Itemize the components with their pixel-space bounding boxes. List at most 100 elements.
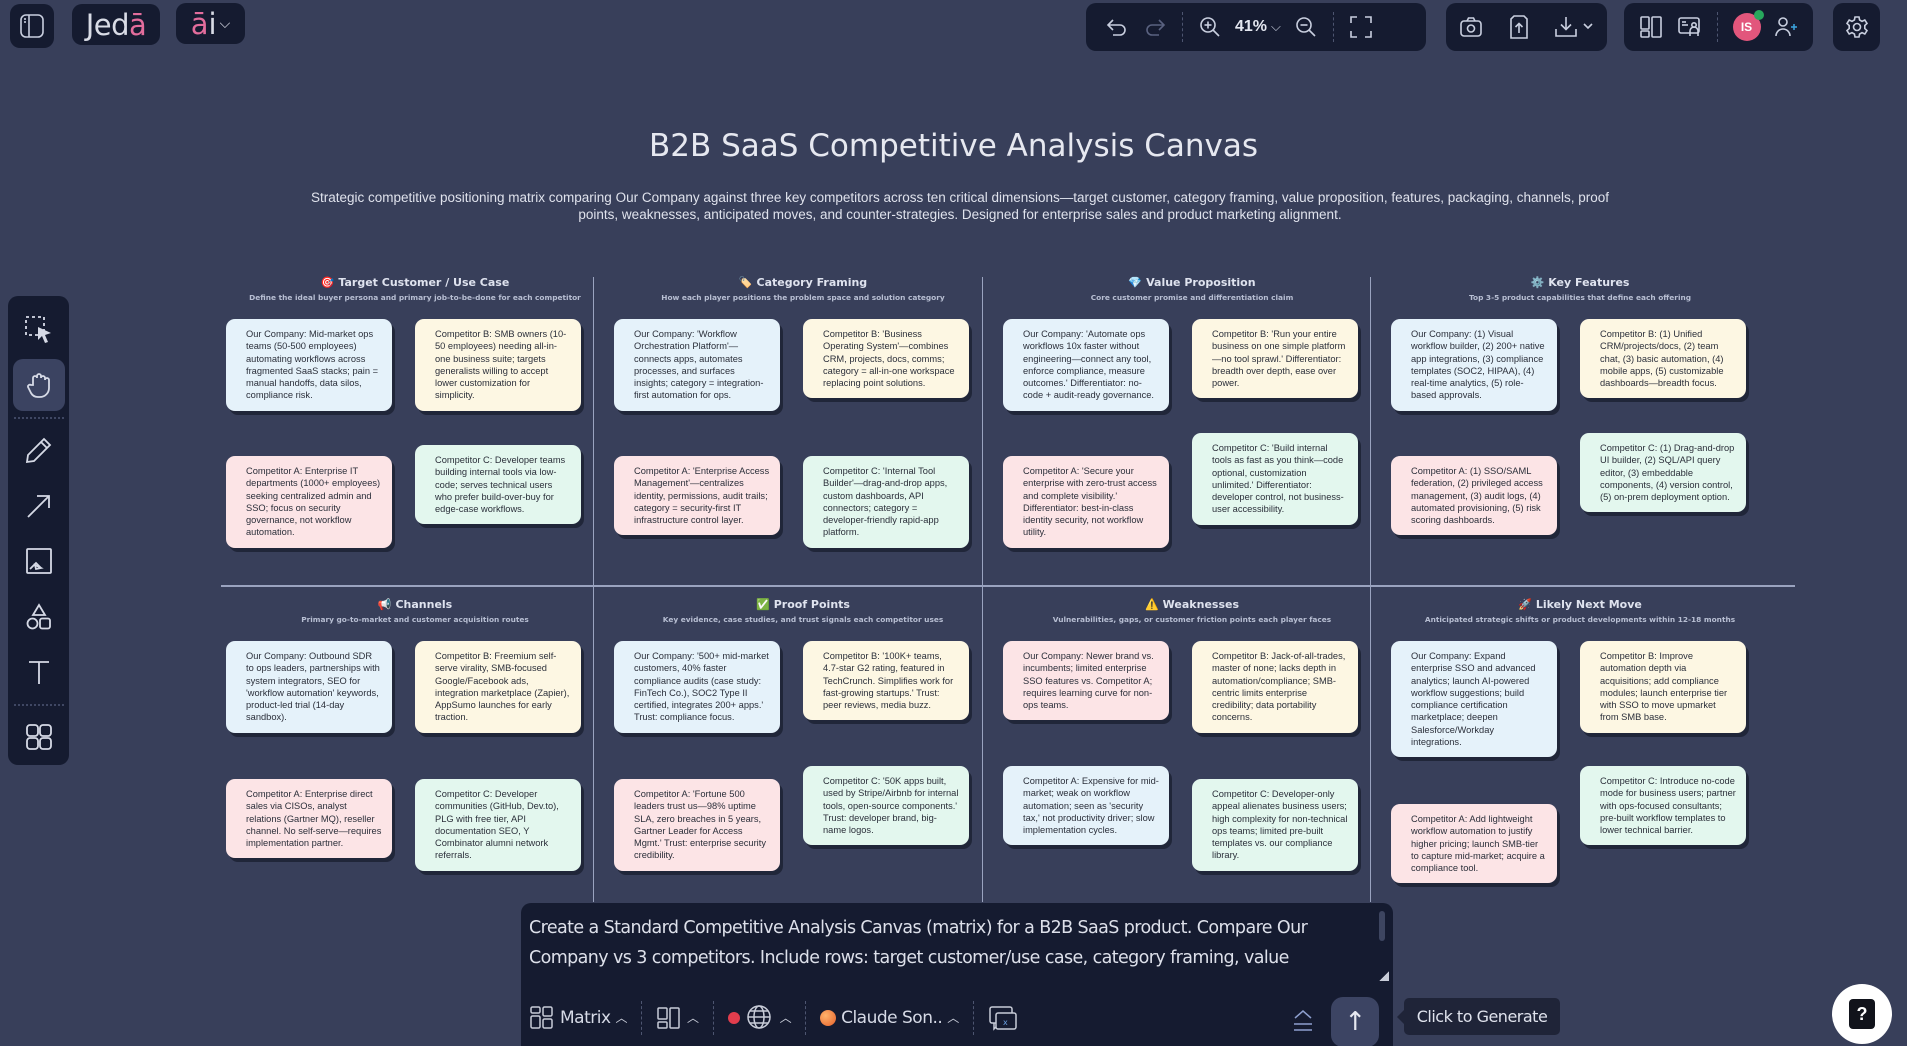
chat-context-icon: x — [989, 1005, 1017, 1031]
card-competitor-c[interactable]: Competitor C: (1) Drag-and-drop UI build… — [1580, 433, 1746, 513]
section-title[interactable]: ✅ Proof Points — [609, 598, 997, 611]
card-competitor-a[interactable]: Competitor A: Enterprise IT departments … — [226, 456, 392, 548]
card-competitor-b[interactable]: Competitor B: Improve automation depth v… — [1580, 641, 1746, 733]
section-likely-next-move: 🚀 Likely Next Move Anticipated strategic … — [1386, 598, 1774, 898]
section-target-customer: 🎯 Target Customer / Use Case Define the i… — [221, 276, 609, 576]
fit-screen-button[interactable] — [1342, 8, 1380, 46]
shapes-tool[interactable] — [13, 591, 65, 642]
sidebar-toggle-button[interactable] — [10, 4, 54, 48]
canvas-title[interactable]: B2B SaaS Competitive Analysis Canvas — [648, 128, 1259, 164]
card-our-company[interactable]: Our Company: 'Workflow Orchestration Pla… — [614, 319, 780, 411]
prompt-toolbar: Matrix ︿ ︿ ︿ Claude Son.. ︿ x ↑ — [529, 995, 1385, 1046]
canvas-subtitle[interactable]: Strategic competitive positioning matrix… — [310, 190, 1610, 222]
section-description[interactable]: Core customer promise and differentiatio… — [1090, 293, 1294, 302]
card-competitor-b[interactable]: Competitor B: 'Business Operating System… — [803, 319, 969, 399]
image-tool[interactable] — [13, 536, 65, 587]
presentation-icon — [1677, 17, 1700, 36]
zoom-level-dropdown[interactable]: 41% ⌵ — [1229, 18, 1287, 36]
section-title[interactable]: 💎 Value Proposition — [998, 276, 1386, 289]
card-competitor-a[interactable]: Competitor A: (1) SSO/SAML federation, (… — [1391, 456, 1557, 536]
card-competitor-a[interactable]: Competitor A: 'Secure your enterprise wi… — [1003, 456, 1169, 548]
section-title[interactable]: 📢 Channels — [221, 598, 609, 611]
section-title[interactable]: 🏷️ Category Framing — [609, 276, 997, 289]
section-description[interactable]: Anticipated strategic shifts or product … — [1424, 615, 1736, 624]
context-button[interactable]: x — [988, 1003, 1018, 1033]
matrix-icon — [530, 1005, 553, 1029]
redo-button[interactable] — [1136, 8, 1174, 46]
card-competitor-b[interactable]: Competitor B: '100K+ teams, 4.7-star G2 … — [803, 641, 969, 721]
section-description[interactable]: Primary go-to-market and customer acquis… — [301, 615, 529, 624]
card-competitor-c[interactable]: Competitor C: Developer teams building i… — [415, 445, 581, 525]
invite-user-button[interactable] — [1773, 14, 1799, 40]
section-proof-points: ✅ Proof Points Key evidence, case studies… — [609, 598, 997, 898]
check-icon: ✅ — [756, 598, 770, 611]
upload-button[interactable] — [1506, 13, 1532, 41]
zoom-in-button[interactable] — [1191, 8, 1229, 46]
help-button[interactable]: ? — [1832, 984, 1892, 1044]
download-button[interactable] — [1553, 14, 1595, 40]
pencil-tool[interactable] — [13, 425, 65, 476]
card-competitor-b[interactable]: Competitor B: Jack-of-all-trades, master… — [1192, 641, 1358, 733]
zoom-out-button[interactable] — [1287, 8, 1325, 46]
card-our-company[interactable]: Our Company: 'Automate ops workflows 10x… — [1003, 319, 1169, 411]
section-title[interactable]: 🎯 Target Customer / Use Case — [221, 276, 609, 289]
chevron-down-icon: ⌵ — [219, 15, 231, 32]
card-our-company[interactable]: Our Company: Newer brand vs. incumbents;… — [1003, 641, 1169, 721]
resize-handle[interactable] — [1379, 971, 1389, 981]
card-our-company[interactable]: Our Company: Mid-market ops teams (50-50… — [226, 319, 392, 411]
card-competitor-a[interactable]: Competitor A: 'Enterprise Access Managem… — [614, 456, 780, 536]
settings-button[interactable] — [1833, 3, 1880, 51]
web-search-selector[interactable]: ︿ — [727, 1003, 792, 1033]
user-avatar[interactable]: IS — [1732, 10, 1764, 41]
ai-accent: ā — [190, 6, 209, 41]
undo-button[interactable] — [1098, 8, 1136, 46]
present-button[interactable] — [1677, 14, 1703, 40]
card-competitor-b[interactable]: Competitor B: SMB owners (10-50 employee… — [415, 319, 581, 411]
template-selector[interactable]: Matrix ︿ — [529, 1005, 628, 1031]
card-competitor-a[interactable]: Competitor A: Add lightweight workflow a… — [1391, 804, 1557, 884]
card-competitor-b[interactable]: Competitor B: (1) Unified CRM/projects/d… — [1580, 319, 1746, 399]
hand-tool[interactable] — [12, 359, 65, 411]
card-competitor-b[interactable]: Competitor B: 'Run your entire business … — [1192, 319, 1358, 399]
text-tool[interactable] — [13, 646, 65, 697]
prompt-scrollbar[interactable] — [1379, 911, 1385, 941]
section-title[interactable]: ⚠️ Weaknesses — [998, 598, 1386, 611]
ai-menu-button[interactable]: ā i ⌵ — [176, 3, 245, 44]
screenshot-button[interactable] — [1458, 14, 1484, 40]
section-title[interactable]: 🚀 Likely Next Move — [1386, 598, 1774, 611]
section-description[interactable]: How each player positions the problem sp… — [661, 293, 945, 302]
card-competitor-b[interactable]: Competitor B: Freemium self-serve virali… — [415, 641, 581, 733]
card-competitor-a[interactable]: Competitor A: Expensive for mid-market; … — [1003, 766, 1169, 846]
section-description[interactable]: Vulnerabilities, gaps, or customer frict… — [1052, 615, 1332, 624]
arrow-tool[interactable] — [13, 480, 65, 531]
card-competitor-c[interactable]: Competitor C: Developer-only appeal alie… — [1192, 779, 1358, 871]
section-title-text: Category Framing — [756, 276, 868, 289]
card-competitor-a[interactable]: Competitor A: Enterprise direct sales vi… — [226, 779, 392, 859]
select-tool[interactable] — [13, 304, 65, 355]
card-competitor-c[interactable]: Competitor C: Introduce no-code mode for… — [1580, 766, 1746, 846]
app-logo[interactable]: Jed ā — [72, 4, 160, 45]
section-title[interactable]: ⚙️ Key Features — [1386, 276, 1774, 289]
templates-tool[interactable] — [13, 712, 65, 763]
card-competitor-a[interactable]: Competitor A: 'Fortune 500 leaders trust… — [614, 779, 780, 871]
shapes-icon — [26, 602, 51, 629]
model-selector[interactable]: Claude Son.. ︿ — [820, 1008, 959, 1028]
generate-button[interactable]: ↑ — [1331, 997, 1379, 1046]
card-our-company[interactable]: Our Company: Outbound SDR to ops leaders… — [226, 641, 392, 733]
section-description[interactable]: Key evidence, case studies, and trust si… — [662, 615, 944, 624]
layout-selector[interactable]: ︿ — [656, 1005, 699, 1031]
card-competitor-c[interactable]: Competitor C: '50K apps built, used by S… — [803, 766, 969, 846]
layout-button[interactable] — [1638, 14, 1664, 40]
collapse-prompt-button[interactable] — [1291, 1008, 1315, 1039]
text-icon — [28, 661, 49, 684]
section-description[interactable]: Define the ideal buyer persona and prima… — [249, 293, 581, 302]
card-our-company[interactable]: Our Company: Expand enterprise SSO and a… — [1391, 641, 1557, 758]
card-our-company[interactable]: Our Company: '500+ mid-market customers,… — [614, 641, 780, 733]
card-our-company[interactable]: Our Company: (1) Visual workflow builder… — [1391, 319, 1557, 411]
card-competitor-c[interactable]: Competitor C: Developer communities (Git… — [415, 779, 581, 871]
card-competitor-c[interactable]: Competitor C: 'Internal Tool Builder'—dr… — [803, 456, 969, 548]
megaphone-icon: 📢 — [377, 598, 392, 611]
card-competitor-c[interactable]: Competitor C: 'Build internal tools as f… — [1192, 433, 1358, 525]
section-description[interactable]: Top 3-5 product capabilities that define… — [1468, 293, 1692, 302]
prompt-input[interactable]: Create a Standard Competitive Analysis C… — [529, 918, 1308, 968]
